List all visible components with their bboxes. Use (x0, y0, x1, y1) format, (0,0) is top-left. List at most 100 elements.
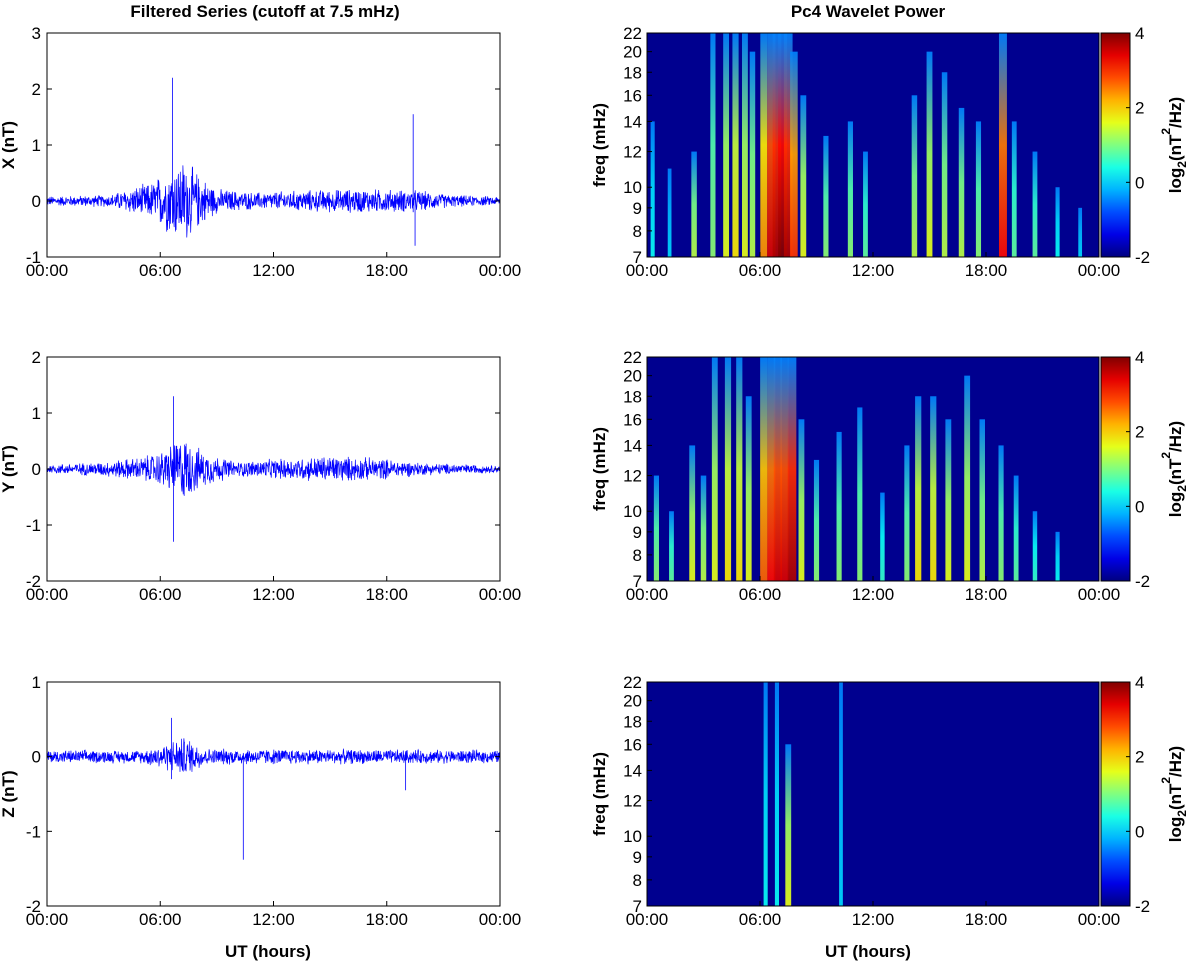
ytick-label: 1 (32, 673, 41, 692)
colorbar-label-part: 2 (1175, 810, 1189, 817)
line-xtick-label: 18:00 (365, 910, 408, 929)
power-streak (1011, 121, 1017, 257)
power-streak (836, 431, 842, 581)
power-streak (767, 33, 776, 257)
colorbar-label-part: 2 (1175, 161, 1189, 168)
ytick-label: 18 (623, 63, 642, 82)
power-streak (773, 357, 783, 581)
power-streak (749, 51, 756, 258)
ytick-label: 16 (623, 410, 642, 429)
power-streak (880, 492, 885, 581)
heatmap-xtick-label: 18:00 (965, 910, 1008, 929)
power-streak (772, 33, 782, 257)
colorbar-label-part: 2 (1159, 777, 1173, 784)
line-panel-z: -2 -1 0 1 00:00 06:00 12:00 18:00 00:00 Z (nT) (0, 673, 521, 929)
ylabel: freq (mHz) (590, 752, 609, 836)
colorbar-label-part: log (1166, 168, 1185, 194)
series-trace-z (46, 738, 501, 772)
power-streak (798, 419, 805, 581)
plot-area (47, 33, 500, 257)
line-xtick-label: 00:00 (26, 585, 69, 604)
power-streak (800, 95, 807, 257)
ytick-label: 16 (623, 735, 642, 754)
ytick-label: -1 (26, 822, 41, 841)
ytick-label: 20 (623, 692, 642, 711)
ylabel: freq (mHz) (590, 103, 609, 187)
heatmap-xtick-label: 06:00 (739, 910, 782, 929)
ytick-label: -2 (26, 572, 41, 591)
ytick-label: 0 (32, 192, 41, 211)
ytick-label: 10 (623, 502, 642, 521)
power-streak (964, 375, 971, 581)
ytick-label: 8 (633, 546, 642, 565)
power-streak (689, 445, 696, 581)
line-xtick-label: 18:00 (365, 261, 408, 280)
plot-area (47, 682, 500, 906)
line-xtick-label: 12:00 (252, 910, 295, 929)
colorbar-label: log2(nT2/Hz) (1159, 97, 1189, 193)
power-streak (790, 51, 798, 258)
power-streak (650, 121, 655, 257)
left-column-title: Filtered Series (cutoff at 7.5 mHz) (130, 2, 399, 21)
power-streak (653, 475, 659, 581)
right-xlabel: UT (hours) (825, 942, 911, 961)
power-streak (911, 95, 918, 257)
line-xtick-label: 12:00 (252, 261, 295, 280)
colorbar-label-part: /Hz) (1166, 746, 1185, 777)
ytick-label: 9 (633, 848, 642, 867)
colorbar-label-part: log (1166, 492, 1185, 518)
colorbar-label-part: (nT (1166, 134, 1185, 161)
ytick-label: 10 (623, 178, 642, 197)
ytick-label: 14 (623, 761, 642, 780)
ytick-label: 1 (32, 404, 41, 423)
heatmap-xtick-label: 18:00 (965, 261, 1008, 280)
power-streak (724, 357, 732, 581)
ytick-label: 22 (623, 24, 642, 43)
colorbar (1100, 32, 1131, 258)
colorbar-label: log2(nT2/Hz) (1159, 746, 1189, 842)
power-streak (847, 121, 853, 257)
colorbar-label-part: log (1166, 817, 1185, 843)
heatmap-xtick-label: 12:00 (852, 261, 895, 280)
power-streak (732, 33, 739, 257)
ytick-label: 1 (32, 136, 41, 155)
heatmap-xtick-label: 00:00 (1078, 910, 1121, 929)
line-panel-y: -2 -1 0 1 2 00:00 06:00 12:00 18:00 00:00 Y (nT) (0, 348, 521, 604)
power-streak (958, 107, 965, 258)
heatmap-xtick-label: 06:00 (739, 261, 782, 280)
power-streak (736, 357, 743, 581)
heatmap-background (647, 33, 1099, 257)
power-streak (785, 744, 792, 906)
power-streak (926, 51, 933, 258)
power-streak (915, 396, 922, 581)
power-streak (667, 168, 672, 257)
power-streak (783, 33, 793, 257)
power-streak (1055, 531, 1060, 581)
heatmap-xtick-label: 12:00 (852, 585, 895, 604)
power-streak (945, 419, 952, 581)
power-streak (904, 445, 910, 581)
series-trace-x (46, 165, 501, 238)
ytick-label: 8 (633, 222, 642, 241)
power-streak (760, 357, 768, 581)
ytick-label: 12 (623, 467, 642, 486)
ytick-label: 16 (623, 86, 642, 105)
colorbar-tick-label: -2 (1135, 248, 1150, 267)
series-trace-y (46, 443, 501, 496)
power-streak (1078, 207, 1083, 257)
right-column-title: Pc4 Wavelet Power (791, 2, 946, 21)
ytick-label: 12 (623, 792, 642, 811)
colorbar-tick-label: 2 (1135, 99, 1144, 118)
ytick-label: 7 (633, 572, 642, 591)
colorbar-label-part: /Hz) (1166, 421, 1185, 452)
ytick-label: 2 (32, 80, 41, 99)
power-streak (780, 357, 789, 581)
power-streak (1055, 187, 1060, 257)
power-streak (813, 459, 820, 581)
ytick-label: 22 (623, 348, 642, 367)
power-streak (710, 33, 716, 257)
